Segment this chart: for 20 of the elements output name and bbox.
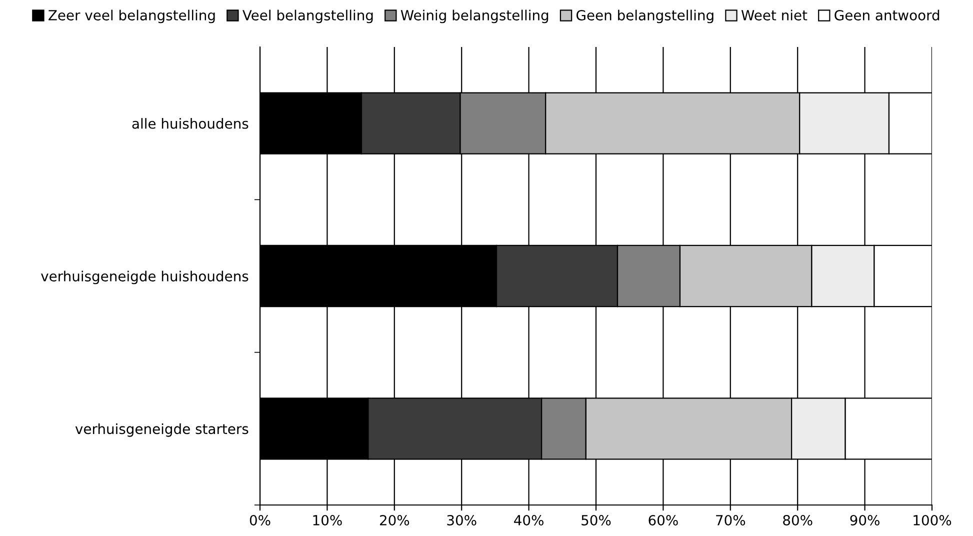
legend-label: Veel belangstelling xyxy=(242,10,373,24)
x-tick-label: 10% xyxy=(313,514,342,526)
legend-label: Weinig belangstelling xyxy=(400,10,548,24)
y-tick-label: verhuisgeneigde huishoudens xyxy=(41,270,248,284)
y-tick-label: alle huishoudens xyxy=(132,118,248,129)
x-tick-label: 30% xyxy=(447,514,476,526)
x-tick-label: 20% xyxy=(380,514,410,526)
y-tick-label: verhuisgeneigde starters xyxy=(75,423,248,437)
legend-label: Geen antwoord xyxy=(834,10,940,20)
legend-label: Zeer veel belangstelling xyxy=(48,10,215,24)
x-tick-label: 70% xyxy=(716,514,746,526)
x-tick-label: 50% xyxy=(582,514,611,526)
x-tick-label: 90% xyxy=(850,514,880,526)
x-tick-label: 40% xyxy=(514,514,544,526)
x-tick-label: 80% xyxy=(783,514,812,526)
x-tick-label: 100% xyxy=(914,514,952,526)
legend-label: Weet niet xyxy=(741,10,808,20)
x-tick-label: 60% xyxy=(648,514,678,526)
legend-label: Geen belangstelling xyxy=(576,10,714,24)
x-tick-label: 0% xyxy=(250,514,270,526)
